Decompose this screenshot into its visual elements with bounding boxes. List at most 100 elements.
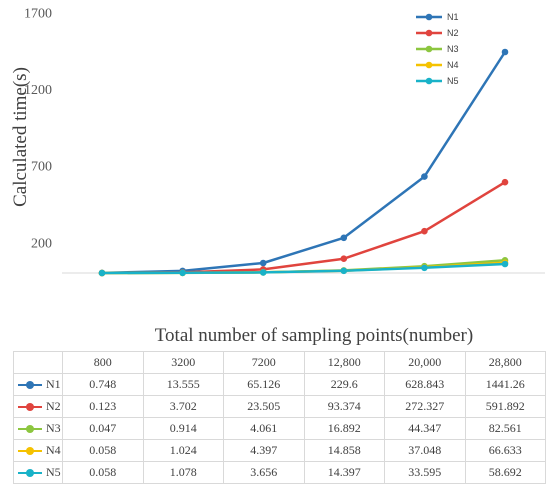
table-cell: 272.327 <box>384 395 466 418</box>
legend-marker <box>425 13 433 21</box>
series-line <box>101 51 507 275</box>
series-key-icon <box>18 425 42 434</box>
table-header-row: 800 3200 7200 12,800 20,000 28,800 <box>13 351 546 374</box>
table-row: N3 0.047 0.914 4.061 16.892 44.347 82.561 <box>13 417 546 440</box>
data-point <box>421 264 428 272</box>
legend-label: N3 <box>447 44 459 54</box>
table-cell: 37.048 <box>384 439 466 462</box>
data-point <box>421 227 428 235</box>
table-cell: 65.126 <box>223 373 305 396</box>
table-cell: 0.047 <box>62 417 144 440</box>
table-row-header: N4 <box>13 439 63 462</box>
series-name: N1 <box>46 377 61 391</box>
table-column-header: 28,800 <box>464 351 546 374</box>
data-point <box>259 259 267 267</box>
legend-marker <box>425 29 433 37</box>
data-point <box>501 260 509 268</box>
series-name: N4 <box>46 443 61 457</box>
table-cell: 0.123 <box>62 395 144 418</box>
legend-marker <box>425 45 433 53</box>
table-row-header: N1 <box>13 373 63 396</box>
series-N2 <box>98 178 509 277</box>
table-cell: 33.595 <box>384 461 466 484</box>
table-cell: 44.347 <box>384 417 466 440</box>
table-row-header: N3 <box>13 417 63 440</box>
table-cell: 591.892 <box>464 395 546 418</box>
table-row: N1 0.748 13.555 65.126 229.6 628.843 1441.26 <box>13 373 546 396</box>
series-name: N5 <box>46 465 61 479</box>
series-N5 <box>98 260 509 277</box>
data-point <box>98 269 106 277</box>
legend-marker <box>425 61 433 69</box>
data-point <box>501 48 509 56</box>
legend-item: N2 <box>416 28 459 38</box>
table-cell: 16.892 <box>303 417 385 440</box>
table-row: N2 0.123 3.702 23.505 93.374 272.327 591.892 <box>13 395 546 418</box>
table-cell: 23.505 <box>223 395 305 418</box>
table-corner-cell <box>13 351 63 374</box>
table-column-header: 20,000 <box>384 351 466 374</box>
table-row: N4 0.058 1.024 4.397 14.858 37.048 66.633 <box>13 439 546 462</box>
data-point <box>340 267 348 275</box>
table-cell: 0.058 <box>62 461 144 484</box>
table-column-header: 3200 <box>142 351 224 374</box>
x-axis-title: Total number of sampling points(number) <box>155 325 473 346</box>
y-tick-label: 1700 <box>24 6 52 21</box>
legend-item: N5 <box>416 76 459 86</box>
series-key-icon <box>18 381 42 390</box>
table-column-header: 800 <box>62 351 144 374</box>
y-tick-label: 700 <box>31 160 52 175</box>
data-point <box>179 269 186 277</box>
legend-item: N4 <box>416 60 459 70</box>
series-key-icon <box>18 447 42 456</box>
series-line <box>101 262 506 275</box>
table-row: N5 0.058 1.078 3.656 14.397 33.595 58.692 <box>13 461 546 484</box>
legend: N1 N2 N3 N4 N5 <box>416 12 459 86</box>
table-column-header: 12,800 <box>303 351 385 374</box>
table-cell: 4.397 <box>223 439 305 462</box>
table-cell: 13.555 <box>142 373 224 396</box>
series-key-icon <box>18 403 42 412</box>
series-name: N3 <box>46 421 61 435</box>
table-cell: 229.6 <box>303 373 385 396</box>
table-cell: 4.061 <box>223 417 305 440</box>
y-tick-label: 200 <box>31 236 52 251</box>
table-cell: 93.374 <box>303 395 385 418</box>
series-name: N2 <box>46 399 61 413</box>
table-cell: 66.633 <box>464 439 546 462</box>
table-cell: 628.843 <box>384 373 466 396</box>
legend-label: N1 <box>447 12 459 22</box>
legend-label: N5 <box>447 76 459 86</box>
series-key-icon <box>18 469 42 478</box>
table-cell: 14.858 <box>303 439 385 462</box>
table-cell: 1.078 <box>142 461 224 484</box>
legend-marker <box>425 77 433 85</box>
legend-item: N1 <box>416 12 459 22</box>
table-cell: 1441.26 <box>464 373 546 396</box>
legend-label: N4 <box>447 60 459 70</box>
data-table: 800 3200 7200 12,800 20,000 28,800 N1 0.748 13.5… <box>13 351 546 484</box>
series-lines <box>98 48 509 277</box>
data-point <box>501 178 509 186</box>
table-row-header: N2 <box>13 395 63 418</box>
table-cell: 58.692 <box>464 461 546 484</box>
table-cell: 82.561 <box>464 417 546 440</box>
y-axis-ticks: 200 700 1200 1700 <box>24 6 52 251</box>
legend-label: N2 <box>447 28 459 38</box>
table-cell: 1.024 <box>142 439 224 462</box>
data-point <box>340 234 348 242</box>
table-cell: 14.397 <box>303 461 385 484</box>
y-tick-label: 1200 <box>24 83 52 98</box>
data-point <box>340 255 348 262</box>
legend-item: N3 <box>416 44 459 54</box>
y-axis-title: Calculated time(s) <box>10 67 31 207</box>
table-cell: 0.058 <box>62 439 144 462</box>
table-row-header: N5 <box>13 461 63 484</box>
table-cell: 3.656 <box>223 461 305 484</box>
line-chart: 200 700 1200 1700 N1 N2 N3 N4 N5 Calculated tim… <box>10 6 545 346</box>
series-line <box>101 181 506 275</box>
table-cell: 0.748 <box>62 373 144 396</box>
table-cell: 0.914 <box>142 417 224 440</box>
data-point <box>421 173 428 180</box>
table-cell: 3.702 <box>142 395 224 418</box>
